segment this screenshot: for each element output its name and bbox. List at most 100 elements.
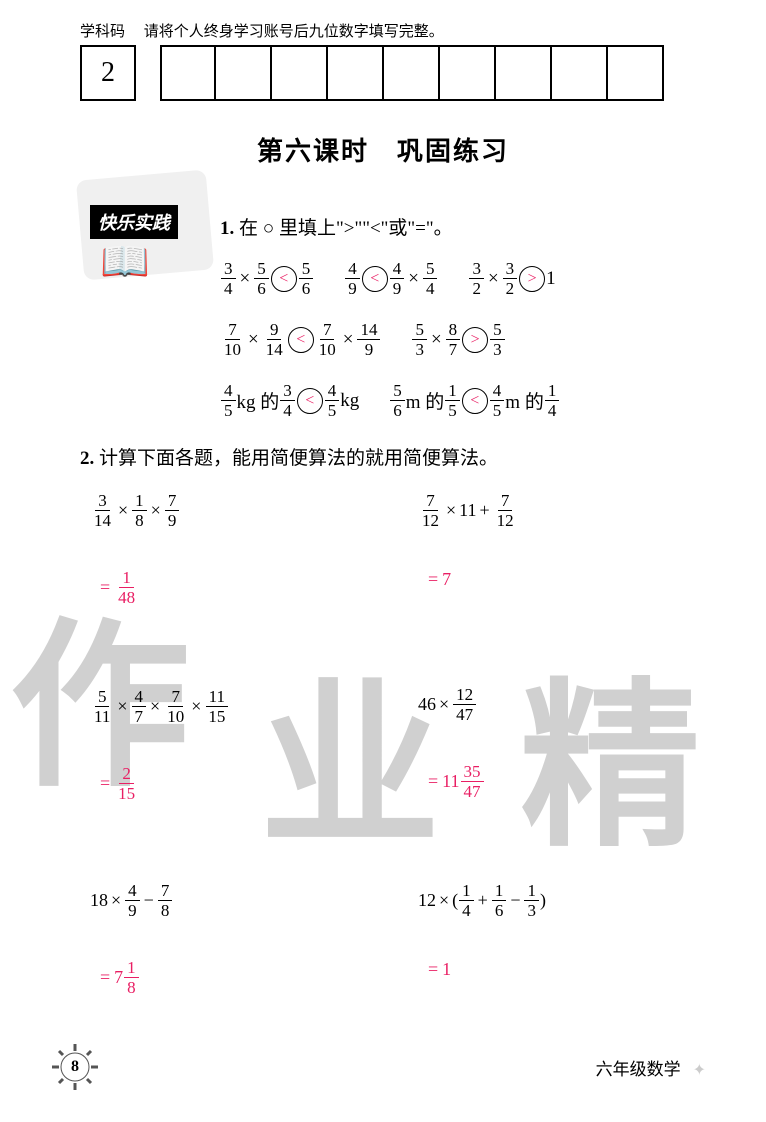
q2-prompt-text: 计算下面各题，能用简便算法的就用简便算法。 bbox=[99, 448, 498, 469]
fraction: 215 bbox=[115, 765, 138, 802]
comparison-expr: 49<49×54 bbox=[344, 260, 438, 297]
comparison-expr: 56 m 的 15<45 m 的 14 bbox=[389, 382, 560, 419]
fraction: 79 bbox=[165, 492, 180, 529]
q1-number: 1. bbox=[220, 218, 234, 239]
problem-expr: 18×49−78 bbox=[90, 882, 378, 919]
q1-row: 710×914<710×149 53×87>53 bbox=[220, 321, 706, 358]
id-box bbox=[272, 45, 328, 101]
footer-label-wrap: 六年级数学 ✦ bbox=[596, 1055, 706, 1080]
fraction: 32 bbox=[503, 260, 518, 297]
comparison-expr: 53×87>53 bbox=[411, 321, 505, 358]
q2-item: 712×11+712 =7 bbox=[418, 490, 706, 606]
page-title: 第六课时 巩固练习 bbox=[0, 131, 766, 168]
fraction: 32 bbox=[469, 260, 484, 297]
id-box bbox=[384, 45, 440, 101]
q2-item: 18×49−78 =718 bbox=[90, 882, 378, 996]
fraction: 710 bbox=[316, 321, 339, 358]
answer: =7 bbox=[418, 569, 706, 590]
comparison-circle: < bbox=[271, 266, 297, 292]
fraction: 56 bbox=[254, 260, 269, 297]
fraction: 47 bbox=[132, 688, 147, 725]
star-icon: ✦ bbox=[693, 1060, 706, 1080]
q1-prompt: 1. 在 ○ 里填上">""<"或"="。 bbox=[220, 213, 706, 240]
fraction: 18 bbox=[124, 959, 139, 996]
comparison-circle: > bbox=[462, 327, 488, 353]
fraction: 14 bbox=[459, 882, 474, 919]
fraction: 15 bbox=[445, 382, 460, 419]
problem-expr: 46×1247 bbox=[418, 686, 706, 723]
id-box bbox=[608, 45, 664, 101]
answer: =1 bbox=[418, 959, 706, 980]
id-box bbox=[160, 45, 216, 101]
question-2: 2. 计算下面各题，能用简便算法的就用简便算法。 314×18×79=148 71… bbox=[0, 443, 766, 996]
comparison-expr: 45 kg 的 34<45 kg bbox=[220, 382, 359, 419]
fraction: 914 bbox=[263, 321, 286, 358]
fraction: 13 bbox=[524, 882, 539, 919]
fraction: 45 bbox=[490, 382, 505, 419]
fraction: 45 bbox=[221, 382, 236, 419]
fraction: 149 bbox=[357, 321, 380, 358]
subject-code-box: 2 bbox=[80, 45, 136, 101]
fraction: 56 bbox=[390, 382, 405, 419]
fraction: 56 bbox=[299, 260, 314, 297]
answer: =718 bbox=[90, 959, 378, 996]
fraction: 14 bbox=[545, 382, 560, 419]
section-badge: 快乐实践 📖 bbox=[80, 175, 220, 285]
fraction: 49 bbox=[390, 260, 405, 297]
fraction: 710 bbox=[221, 321, 244, 358]
fraction: 16 bbox=[492, 882, 507, 919]
footer-label: 六年级数学 bbox=[596, 1060, 681, 1079]
id-box bbox=[496, 45, 552, 101]
problem-expr: 511×47×710×1115 bbox=[90, 686, 378, 725]
q1-prompt-text: 在 ○ 里填上">""<"或"="。 bbox=[239, 218, 453, 239]
fraction: 49 bbox=[125, 882, 140, 919]
footer: 8 六年级数学 ✦ bbox=[0, 1042, 766, 1092]
fraction: 710 bbox=[164, 688, 187, 725]
id-box bbox=[440, 45, 496, 101]
q2-number: 2. bbox=[80, 448, 94, 469]
answer: =113547 bbox=[418, 763, 706, 800]
id-box bbox=[552, 45, 608, 101]
fraction: 53 bbox=[412, 321, 427, 358]
q1-row: 34×56<5649<49×5432×32>1 bbox=[220, 260, 706, 297]
fraction: 34 bbox=[221, 260, 236, 297]
fraction: 712 bbox=[494, 492, 517, 529]
id-box bbox=[328, 45, 384, 101]
fraction: 87 bbox=[446, 321, 461, 358]
page-number: 8 bbox=[71, 1058, 79, 1076]
fraction: 314 bbox=[91, 492, 114, 529]
book-icon: 📖 bbox=[100, 238, 150, 285]
instruction-text: 请将个人终身学习账号后九位数字填写完整。 bbox=[144, 24, 444, 40]
fraction: 45 bbox=[325, 382, 340, 419]
comparison-circle: < bbox=[462, 388, 488, 414]
q2-item: 511×47×710×1115 =215 bbox=[90, 686, 378, 802]
fraction: 1247 bbox=[453, 686, 476, 723]
q2-prompt: 2. 计算下面各题，能用简便算法的就用简便算法。 bbox=[80, 443, 706, 470]
q1-row: 45 kg 的 34<45 kg 56 m 的 15<45 m 的 14 bbox=[220, 382, 706, 419]
fraction: 1115 bbox=[205, 688, 228, 725]
fraction: 3547 bbox=[461, 763, 484, 800]
comparison-circle: < bbox=[288, 327, 314, 353]
id-box bbox=[216, 45, 272, 101]
badge-text: 快乐实践 bbox=[90, 205, 178, 239]
q2-item: 46×1247 =113547 bbox=[418, 686, 706, 802]
subject-code-label: 学科码 bbox=[80, 20, 140, 41]
comparison-circle: > bbox=[519, 266, 545, 292]
header: 学科码 请将个人终身学习账号后九位数字填写完整。 2 bbox=[0, 0, 766, 101]
fraction: 18 bbox=[132, 492, 147, 529]
q2-item: 314×18×79=148 bbox=[90, 490, 378, 606]
fraction: 148 bbox=[115, 569, 138, 606]
fraction: 712 bbox=[419, 492, 442, 529]
problem-expr: 12×(14+16−13) bbox=[418, 882, 706, 919]
page-badge: 8 bbox=[50, 1042, 100, 1092]
comparison-expr: 710×914<710×149 bbox=[220, 321, 381, 358]
comparison-circle: < bbox=[362, 266, 388, 292]
header-instruction: 学科码 请将个人终身学习账号后九位数字填写完整。 bbox=[80, 20, 686, 41]
fraction: 53 bbox=[490, 321, 505, 358]
problem-expr: 314×18×79 bbox=[90, 490, 378, 529]
fraction: 34 bbox=[280, 382, 295, 419]
answer: =215 bbox=[90, 765, 378, 802]
id-boxes-row: 2 bbox=[80, 45, 686, 101]
fraction: 49 bbox=[345, 260, 360, 297]
problem-expr: 712×11+712 bbox=[418, 490, 706, 529]
